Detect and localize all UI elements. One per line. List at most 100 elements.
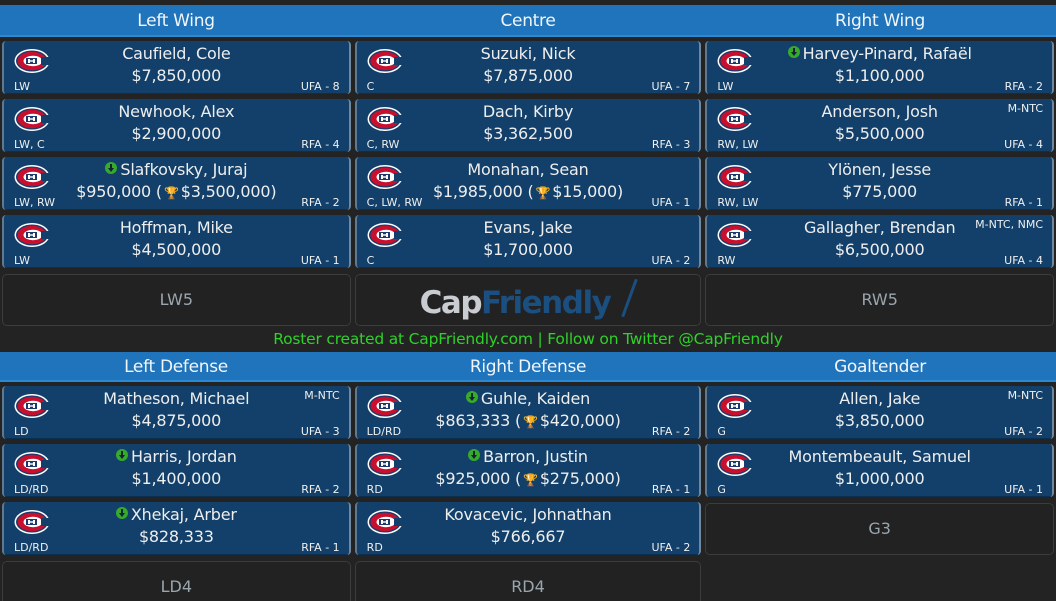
player-name[interactable]: Slafkovsky, Juraj — [4, 160, 349, 179]
canadiens-logo-icon — [717, 223, 755, 247]
cap-hit: $1,100,000 — [834, 66, 925, 85]
player-card-right-wing-0[interactable]: Harvey-Pinard, Rafaël $1,100,000 LW RFA … — [705, 41, 1055, 94]
player-card-goaltender-1[interactable]: Montembeault, Samuel $1,000,000 G UFA - … — [705, 444, 1055, 497]
position-label: LW — [717, 80, 734, 93]
position-label: C — [366, 80, 375, 93]
contract-status: RFA - 2 — [651, 425, 691, 438]
player-name[interactable]: Guhle, Kaiden — [357, 389, 700, 408]
contract-status: RFA - 3 — [651, 138, 691, 151]
clause-label: M-NTC — [304, 389, 340, 402]
player-card-right-defense-0[interactable]: Guhle, Kaiden $863,333 (🏆 $420,000) LD/RD… — [354, 386, 702, 439]
canadiens-logo-icon — [367, 394, 404, 418]
player-name[interactable]: Harvey-Pinard, Rafaël — [707, 44, 1052, 63]
canadiens-logo-icon — [717, 49, 755, 73]
extra-row: LW5 CapFriendly RW5 — [0, 269, 1056, 326]
header-left-defense: Left Defense — [124, 357, 228, 377]
player-card-right-defense-1[interactable]: Barron, Justin $925,000 (🏆 $275,000) RD R… — [354, 444, 702, 497]
player-name[interactable]: Caufield, Cole — [122, 44, 231, 63]
player-card-centre-1[interactable]: Dach, Kirby $3,362,500 C, RW RFA - 3 — [354, 99, 702, 152]
position-label: RW — [717, 254, 736, 267]
player-name[interactable]: Hoffman, Mike — [119, 218, 233, 237]
player-card-centre-3[interactable]: Evans, Jake $1,700,000 C UFA - 2 — [354, 215, 702, 268]
player-name[interactable]: Evans, Jake — [483, 218, 573, 237]
elc-badge-icon — [115, 507, 128, 519]
player-name[interactable]: Allen, Jake — [839, 389, 921, 408]
position-label: RW, LW — [717, 196, 759, 209]
player-card-left-wing-0[interactable]: Caufield, Cole $7,850,000 LW UFA - 8 — [2, 41, 351, 94]
player-card-goaltender-0[interactable]: M-NTC Allen, Jake $3,850,000 G UFA - 2 — [705, 386, 1055, 439]
canadiens-logo-icon — [717, 452, 755, 476]
position-label: LD — [14, 425, 29, 438]
contract-status: RFA - 1 — [1004, 196, 1044, 209]
player-name[interactable]: Dach, Kirby — [482, 102, 574, 121]
player-card-left-wing-1[interactable]: Newhook, Alex $2,900,000 LW, C RFA - 4 — [2, 99, 351, 152]
player-name[interactable]: Monahan, Sean — [467, 160, 589, 179]
player-name[interactable]: Kovacevic, Johnathan — [444, 505, 612, 524]
canadiens-logo-icon — [717, 394, 755, 418]
canadiens-logo-icon — [367, 165, 404, 189]
contract-status: UFA - 2 — [651, 541, 691, 554]
player-card-centre-2[interactable]: Monahan, Sean $1,985,000 (🏆 $15,000) C, L… — [354, 157, 702, 210]
player-card-left-defense-2[interactable]: Xhekaj, Arber $828,333 LD/RD RFA - 1 — [2, 502, 351, 555]
contract-status: UFA - 4 — [1004, 254, 1044, 267]
footer-credit[interactable]: Roster created at CapFriendly.com | Foll… — [273, 330, 783, 348]
cap-hit: $1,400,000 — [131, 469, 222, 488]
player-card-right-wing-3[interactable]: M-NTC, NMC Gallagher, Brendan $6,500,000… — [705, 215, 1055, 268]
player-card-left-defense-1[interactable]: Harris, Jordan $1,400,000 LD/RD RFA - 2 — [2, 444, 351, 497]
canadiens-logo-icon — [717, 107, 755, 131]
player-card-right-wing-2[interactable]: Ylönen, Jesse $775,000 RW, LW RFA - 1 — [705, 157, 1055, 210]
empty-slot-rd4[interactable]: RD4 — [354, 561, 702, 601]
contract-status: UFA - 7 — [651, 80, 691, 93]
cap-hit: $863,333 (🏆 $420,000) — [435, 411, 621, 430]
elc-badge-icon — [115, 449, 128, 461]
canadiens-logo-icon — [367, 223, 404, 247]
canadiens-logo-icon — [367, 107, 404, 131]
cap-hit: $7,850,000 — [131, 66, 222, 85]
player-card-left-wing-3[interactable]: Hoffman, Mike $4,500,000 LW UFA - 1 — [2, 215, 351, 268]
clause-label: M-NTC, NMC — [975, 218, 1044, 231]
player-card-left-defense-0[interactable]: M-NTC Matheson, Michael $4,875,000 LD UF… — [2, 386, 351, 439]
canadiens-logo-icon — [14, 394, 51, 418]
player-name[interactable]: Ylönen, Jesse — [828, 160, 932, 179]
header-right-wing: Right Wing — [835, 11, 925, 31]
contract-status: UFA - 2 — [651, 254, 691, 267]
contract-status: RFA - 2 — [301, 483, 340, 496]
player-name[interactable]: Newhook, Alex — [118, 102, 235, 121]
player-name[interactable]: Xhekaj, Arber — [4, 505, 349, 524]
position-label: LW — [14, 254, 30, 267]
empty-slot-lw5[interactable]: LW5 — [2, 274, 351, 326]
canadiens-logo-icon — [14, 510, 51, 534]
player-name[interactable]: Harris, Jordan — [4, 447, 349, 466]
clause-label: M-NTC — [1007, 389, 1044, 402]
empty-slot-ld4[interactable]: LD4 — [2, 561, 351, 601]
player-card-right-wing-1[interactable]: M-NTC Anderson, Josh $5,500,000 RW, LW U… — [705, 99, 1055, 152]
player-name[interactable]: Matheson, Michael — [103, 389, 250, 408]
cap-hit: $6,500,000 — [834, 240, 925, 259]
position-label: RD — [366, 483, 383, 496]
contract-status: RFA - 1 — [651, 483, 691, 496]
player-name[interactable]: Suzuki, Nick — [480, 44, 576, 63]
cap-hit: $828,333 — [138, 527, 214, 546]
contract-status: UFA - 1 — [651, 196, 691, 209]
player-name[interactable]: Anderson, Josh — [821, 102, 938, 121]
header-left-wing: Left Wing — [137, 11, 215, 31]
player-name[interactable]: Barron, Justin — [357, 447, 700, 466]
position-label: LW — [14, 80, 30, 93]
player-name[interactable]: Gallagher, Brendan — [803, 218, 956, 237]
position-label: C, LW, RW — [366, 196, 423, 209]
canadiens-logo-icon — [14, 223, 51, 247]
player-card-right-defense-2[interactable]: Kovacevic, Johnathan $766,667 RD UFA - 2 — [354, 502, 702, 555]
position-label: G — [717, 425, 726, 438]
cap-hit: $2,900,000 — [131, 124, 222, 143]
canadiens-logo-icon — [367, 510, 404, 534]
cap-hit: $766,667 — [490, 527, 566, 546]
canadiens-logo-icon — [717, 165, 755, 189]
empty-slot-rw5[interactable]: RW5 — [705, 274, 1055, 326]
cap-hit: $925,000 (🏆 $275,000) — [435, 469, 621, 488]
canadiens-logo-icon — [14, 452, 51, 476]
goaltender-column: M-NTC Allen, Jake $3,850,000 G UFA - 2 M… — [703, 382, 1055, 601]
empty-slot-g3[interactable]: G3 — [705, 503, 1055, 555]
player-card-centre-0[interactable]: Suzuki, Nick $7,875,000 C UFA - 7 — [354, 41, 702, 94]
player-name[interactable]: Montembeault, Samuel — [788, 447, 971, 466]
player-card-left-wing-2[interactable]: Slafkovsky, Juraj $950,000 (🏆 $3,500,000)… — [2, 157, 351, 210]
